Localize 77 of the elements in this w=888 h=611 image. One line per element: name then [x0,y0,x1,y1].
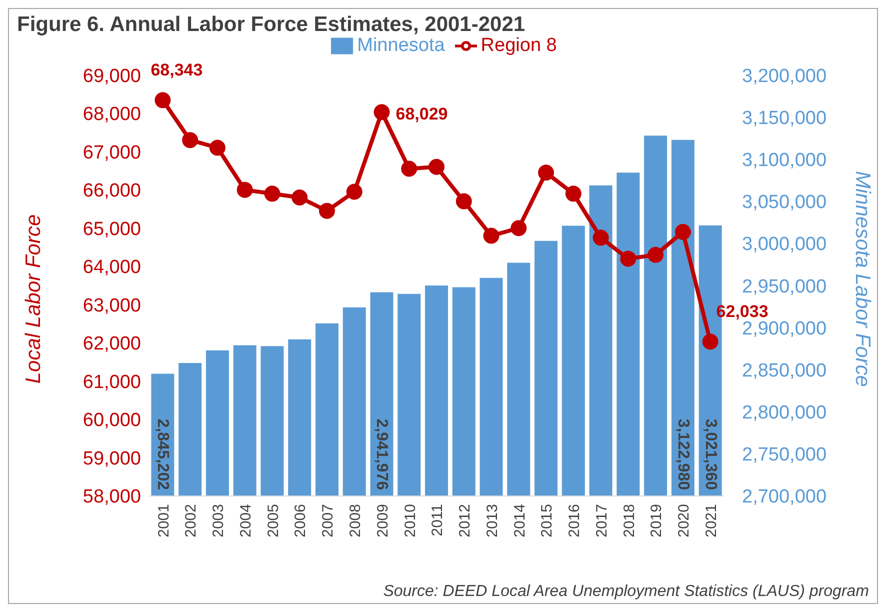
y2-tick-label: 3,150,000 [742,108,827,129]
point [456,193,472,210]
chart-title: Figure 6. Annual Labor Force Estimates, 2001-2021 [17,13,526,37]
y2-tick-label: 2,750,000 [742,444,827,466]
legend-label: Minnesota [357,35,445,56]
y2-tick-label: 2,900,000 [742,318,827,340]
x-tick-label: 2001 [155,504,172,538]
x-tick-label: 2003 [210,504,228,538]
point [428,158,444,175]
y2-tick-label: 3,100,000 [742,150,827,171]
point [620,250,636,267]
x-tick-label: 2002 [182,504,200,538]
point [264,186,280,202]
y2-tick-label: 2,800,000 [742,402,827,424]
data-label: 3,021,360 [702,418,719,490]
y2-tick-label: 3,050,000 [742,192,827,214]
x-tick-label: 2010 [402,504,419,538]
x-tick-label: 2012 [456,504,474,538]
y2-tick-label: 2,700,000 [742,486,827,508]
x-tick-label: 2004 [237,504,254,538]
point [483,228,500,244]
y-tick-label: 65,000 [82,218,141,240]
x-tick-label: 2009 [374,504,392,538]
point [236,182,253,198]
source-note: Source: DEED Local Area Unemployment Statistics (LAUS) program [383,583,869,601]
data-label: 68,343 [150,60,203,80]
x-tick-label: 2019 [648,504,666,538]
x-tick-label: 2014 [511,504,528,538]
point [674,224,691,240]
point [154,92,171,108]
data-label: 68,029 [396,104,448,124]
point [292,189,308,206]
y2-tick-label: 3,200,000 [742,66,827,87]
point [401,160,418,177]
data-label: 2,941,976 [373,418,390,490]
point [209,140,226,156]
point [648,246,664,263]
point [565,186,582,202]
y-tick-label: 61,000 [82,372,141,393]
point [510,220,527,236]
x-tick-label: 2015 [538,504,556,538]
y-tick-label: 64,000 [82,257,141,278]
y-axis-title: Local Labor Force [22,214,46,384]
y2-axis-title: Minnesota Labor Force [850,171,874,387]
y-tick-label: 59,000 [82,448,141,470]
x-tick-label: 2021 [702,504,720,538]
point [374,104,390,120]
point [538,164,554,181]
data-label: 2,845,202 [154,418,172,490]
y-tick-label: 66,000 [82,180,141,202]
y-tick-label: 68,000 [82,104,141,126]
point [318,202,335,219]
x-tick-label: 2006 [292,504,310,538]
point [592,230,609,246]
point [346,184,362,200]
y-tick-label: 69,000 [82,66,141,87]
data-label: 3,122,980 [674,418,692,490]
y-tick-label: 58,000 [82,486,141,508]
y-tick-label: 62,000 [82,334,141,355]
x-tick-label: 2016 [566,504,584,538]
x-tick-label: 2013 [484,504,501,538]
x-tick-label: 2008 [347,504,364,538]
legend-label: Region 8 [480,35,557,56]
x-tick-label: 2018 [620,504,638,538]
x-tick-label: 2005 [264,504,282,538]
y2-tick-label: 2,850,000 [742,360,827,382]
point [182,132,198,148]
y-tick-label: 67,000 [82,142,141,164]
x-tick-label: 2017 [593,504,610,538]
x-tick-label: 2011 [429,504,446,536]
y2-tick-label: 3,000,000 [742,234,827,256]
x-tick-label: 2020 [676,504,693,538]
x-tick-label: 2007 [320,504,337,538]
y-tick-label: 63,000 [82,295,141,316]
point [702,334,718,350]
y2-tick-label: 2,950,000 [742,276,827,298]
y-tick-label: 60,000 [82,410,141,432]
